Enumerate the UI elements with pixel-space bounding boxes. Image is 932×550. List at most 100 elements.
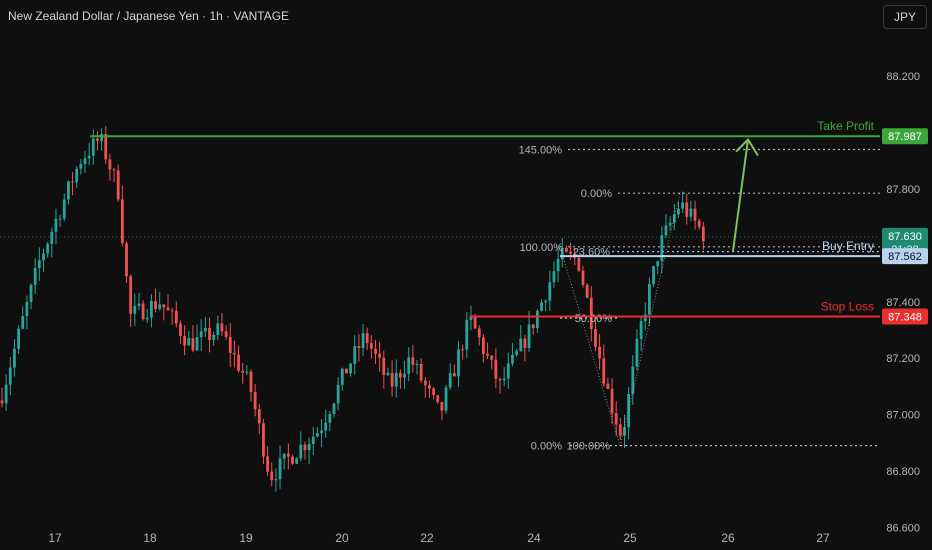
fibonacci: 145.00% 0.00% 100.00% 23.60% 50.00% 0.00% 100.… bbox=[519, 144, 880, 453]
candle-body bbox=[618, 424, 622, 436]
candle-body bbox=[241, 370, 245, 373]
candle-body bbox=[145, 317, 149, 320]
candle-body bbox=[274, 479, 278, 481]
candle-body bbox=[340, 368, 344, 385]
candle-body bbox=[697, 220, 701, 227]
x-tick-label: 26 bbox=[721, 531, 735, 545]
x-tick-label: 19 bbox=[239, 531, 253, 545]
candle-body bbox=[174, 311, 178, 324]
candle-body bbox=[37, 260, 41, 269]
candle-body bbox=[100, 134, 103, 141]
currency-button[interactable]: JPY bbox=[883, 5, 927, 29]
candle-body bbox=[13, 348, 16, 368]
candle-body bbox=[79, 164, 83, 169]
candle-body bbox=[320, 430, 323, 434]
candle-body bbox=[262, 423, 265, 457]
candle-body bbox=[440, 402, 444, 411]
candle-body bbox=[685, 202, 689, 217]
candle-body bbox=[137, 303, 141, 307]
candle-body bbox=[299, 444, 303, 459]
x-tick-label: 18 bbox=[143, 531, 157, 545]
x-tick-label: 27 bbox=[816, 531, 830, 545]
projection-arrow bbox=[732, 138, 759, 252]
candle-body bbox=[162, 304, 166, 308]
candle-body bbox=[639, 321, 643, 339]
candle-body bbox=[116, 170, 120, 200]
candle-body bbox=[303, 444, 307, 451]
candle-body bbox=[594, 329, 597, 347]
candle-body bbox=[423, 380, 427, 386]
candle-body bbox=[643, 314, 647, 322]
candle-body bbox=[668, 222, 672, 226]
candle-body bbox=[170, 310, 174, 312]
candle-body bbox=[535, 310, 539, 329]
candle-body bbox=[448, 373, 452, 388]
candle-body bbox=[353, 346, 357, 364]
candle-body bbox=[120, 199, 124, 244]
fib-label: 0.00% bbox=[581, 188, 612, 200]
candle-body bbox=[399, 372, 402, 378]
candle-body bbox=[374, 348, 377, 354]
candle-body bbox=[257, 409, 261, 424]
candle-body bbox=[523, 338, 527, 348]
fib-label: 100.00% bbox=[567, 441, 611, 453]
candle-body bbox=[108, 159, 112, 170]
candle-body bbox=[208, 327, 211, 340]
candle-body bbox=[386, 372, 390, 376]
arrow-shaft bbox=[732, 139, 749, 252]
candle-body bbox=[311, 436, 315, 445]
fib-label: 23.60% bbox=[573, 247, 611, 259]
candle-body bbox=[216, 323, 220, 335]
candle-body bbox=[154, 301, 157, 310]
candle-body bbox=[291, 456, 294, 464]
level-name: Take Profit bbox=[817, 119, 874, 133]
candle-body bbox=[141, 303, 145, 320]
candle-body bbox=[635, 338, 639, 367]
y-tick-label: 87.400 bbox=[886, 297, 920, 309]
candle-body bbox=[473, 315, 477, 329]
candle-body bbox=[21, 316, 25, 329]
x-tick-label: 20 bbox=[335, 531, 349, 545]
candle-body bbox=[278, 458, 282, 480]
y-tick-label: 87.000 bbox=[886, 410, 920, 422]
candle-body bbox=[25, 302, 29, 317]
candle-body bbox=[266, 456, 269, 472]
candle-body bbox=[403, 373, 406, 378]
candle-body bbox=[112, 169, 116, 171]
candle-body bbox=[369, 343, 373, 349]
candle-body bbox=[67, 181, 70, 200]
candle-body bbox=[125, 243, 128, 277]
fib-label: 100.00% bbox=[520, 242, 564, 254]
candle-body bbox=[394, 372, 398, 387]
candle-body bbox=[390, 372, 394, 387]
fib-trend-line bbox=[619, 193, 681, 446]
candle-body bbox=[307, 444, 311, 451]
candle-body bbox=[461, 349, 465, 351]
candle-body bbox=[565, 247, 568, 252]
fib-label: 0.00% bbox=[531, 441, 562, 453]
candle-body bbox=[581, 270, 585, 285]
candle-body bbox=[415, 363, 419, 365]
candle-body bbox=[490, 355, 494, 360]
candle-body bbox=[515, 350, 518, 355]
candle-body bbox=[96, 138, 99, 141]
candle-body bbox=[660, 235, 664, 262]
candle-body bbox=[83, 158, 87, 165]
y-tick-label: 87.800 bbox=[886, 184, 920, 196]
candle-body bbox=[610, 388, 614, 414]
fib-label: 145.00% bbox=[519, 144, 563, 156]
candle-body bbox=[585, 284, 589, 298]
y-tick-label: 87.200 bbox=[886, 353, 920, 365]
candle-body bbox=[179, 323, 182, 337]
candle-body bbox=[0, 400, 4, 404]
candle-body bbox=[502, 378, 506, 381]
x-tick-label: 17 bbox=[48, 531, 62, 545]
candle-body bbox=[482, 337, 485, 354]
candle-body bbox=[672, 214, 676, 223]
stop-loss-tag bbox=[882, 308, 928, 325]
candle-body bbox=[544, 300, 548, 303]
candle-body bbox=[556, 259, 560, 272]
candle-body bbox=[457, 349, 460, 377]
